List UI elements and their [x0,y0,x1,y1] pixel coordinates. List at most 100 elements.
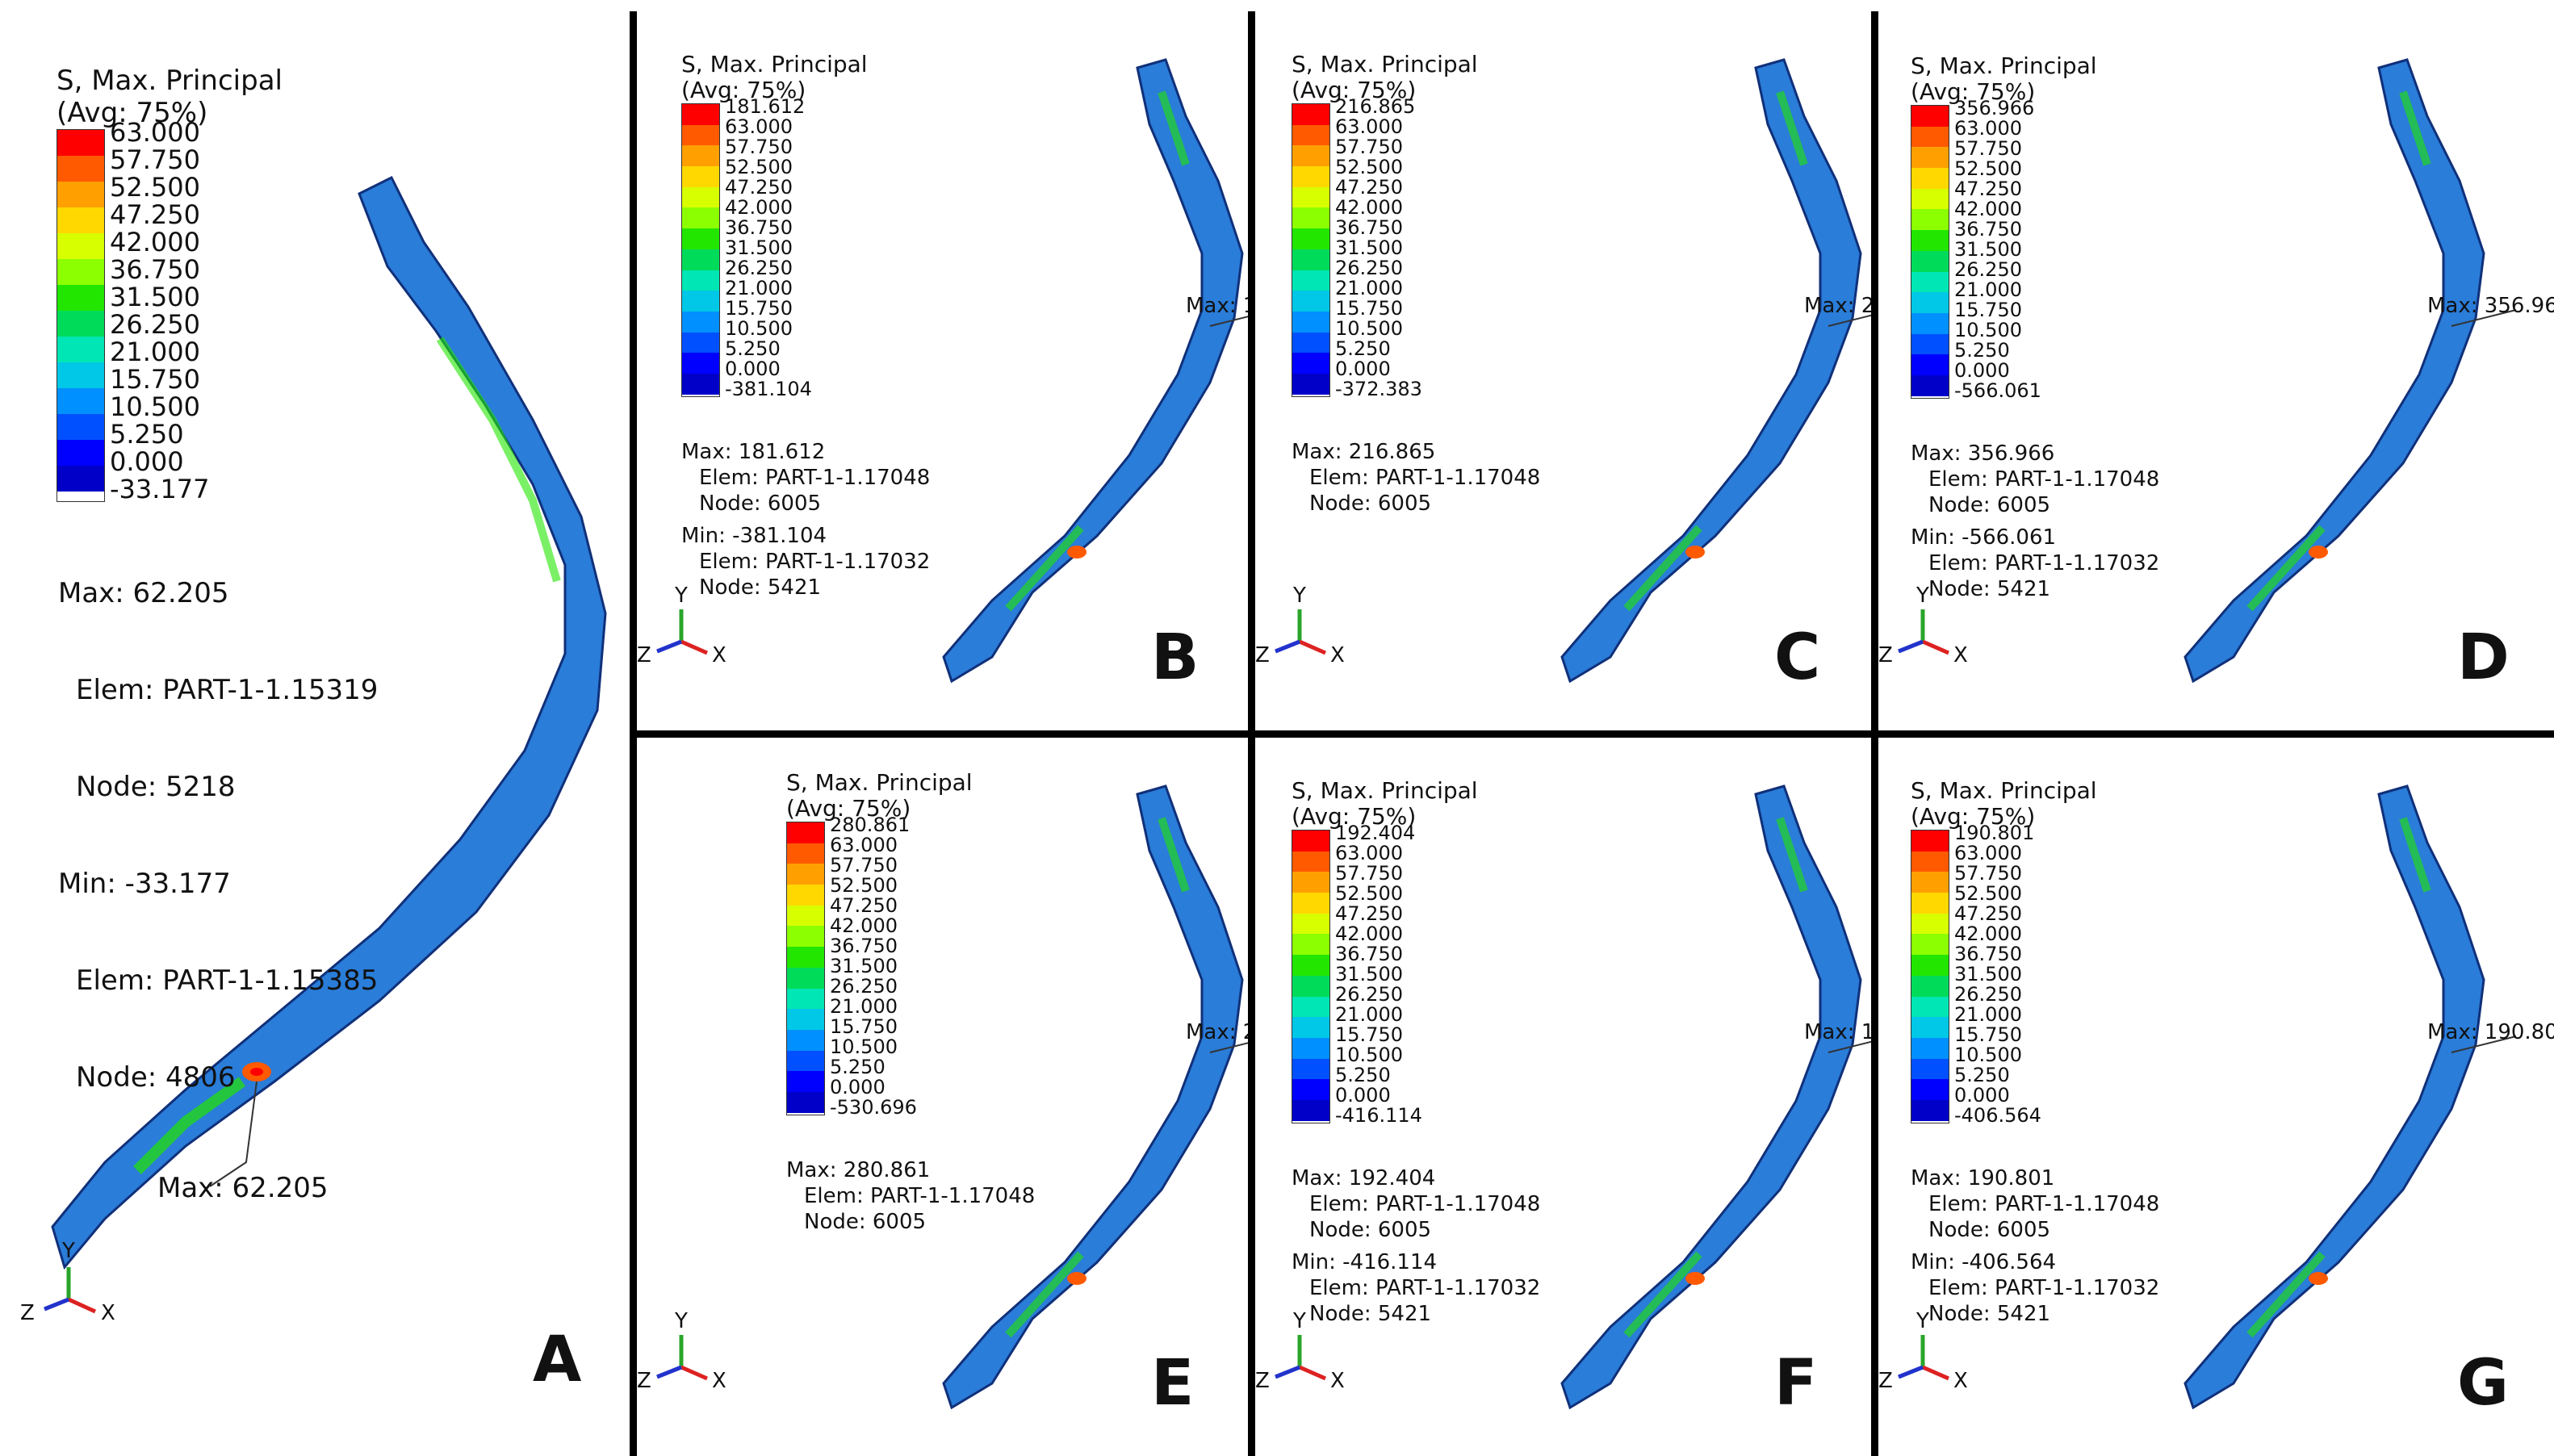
legend-value: 42.000 [110,227,200,257]
legend-title: S, Max. Principal [1911,777,2097,804]
panel-g: Y X Z Max: 190.801 S, Max. Principal(Avg: 75… [1878,738,2554,1456]
max-callout: Max: 356.966 [2427,294,2554,318]
max-node: Node: 5218 [76,771,236,803]
extremes-info: Max: 216.865 Elem: PART-1-1.17048 Node: 60… [1292,439,1540,517]
legend-subtitle: (Avg: 75%) [1911,78,2036,105]
min-elem: Elem: PART-1-1.15385 [76,964,379,997]
extremes-info: Max: 356.966 Elem: PART-1-1.17048 Node: 60… [1911,441,2159,602]
legend-value: 5.250 [1335,1064,1391,1086]
legend-value: 21.000 [110,337,200,367]
max-callout: Max: 181.612 [1186,294,1248,318]
panel-letter: D [2457,621,2510,694]
legend-subtitle: (Avg: 75%) [786,795,911,822]
extremes-info: Max: 181.612 Elem: PART-1-1.17048 Node: 60… [681,439,930,600]
legend-value: 42.000 [1954,923,2022,945]
legend-values: 63.000 57.750 52.500 47.250 42.000 36.750 31.5… [110,119,210,502]
legend-value: 0.000 [1335,358,1391,380]
legend-value: 52.500 [110,172,200,203]
min-line: Min: -33.177 [58,868,231,900]
legend-value: 10.500 [830,1036,898,1058]
max-node: Node: 6005 [1309,1218,1432,1242]
panel-d: Y X Z Max: 356.966 S, Max. Principal(Avg: 75… [1878,11,2554,730]
max-line: Max: 216.865 [1292,440,1436,464]
legend-value: 31.500 [110,282,200,312]
max-elem: Elem: PART-1-1.17048 [1309,466,1541,490]
legend-values: 192.404 63.000 57.750 52.500 47.250 42.000 36.… [1335,822,1422,1127]
extremes-info: Max: 190.801 Elem: PART-1-1.17048 Node: 60… [1911,1165,2159,1327]
legend-value: -406.564 [1954,1104,2041,1127]
legend-value: 63.000 [1954,117,2022,140]
axis-x-label: X [101,1301,115,1325]
axis-x-label: X [1330,1369,1345,1393]
legend-value: -416.114 [1335,1104,1422,1127]
legend-value: 192.404 [1335,822,1416,844]
axis-y-label: Y [1293,584,1306,608]
legend-value: 57.750 [1954,137,2022,160]
legend-value: 36.750 [830,935,898,957]
separator-horizontal [630,730,2554,738]
axis-x-label: X [1330,643,1345,667]
legend-value: 5.250 [1954,339,2010,362]
legend-value: 5.250 [830,1056,886,1078]
legend-value: 52.500 [830,874,898,897]
legend-title: S, Max. Principal [1292,777,1478,804]
legend-value: 42.000 [1954,198,2022,220]
axis-x-label: X [1953,1369,1968,1393]
max-node: Node: 6005 [1928,1218,2051,1242]
legend-value: 36.750 [1335,216,1403,239]
legend-title: S, Max. Principal [786,769,973,796]
legend-value: 0.000 [1335,1084,1391,1107]
axis-y-label: Y [1916,584,1929,608]
max-elem: Elem: PART-1-1.17048 [1928,1192,2160,1216]
legend-value: 63.000 [110,117,200,148]
axis-y-label: Y [1916,1309,1929,1333]
legend-value: 21.000 [830,995,898,1018]
legend-value: 0.000 [1954,1084,2010,1107]
max-line: Max: 356.966 [1911,441,2055,466]
color-bar [1292,830,1330,1123]
legend-value: 10.500 [110,391,200,422]
color-bar [1292,103,1330,397]
min-line: Min: -416.114 [1292,1250,1438,1274]
legend-value: 31.500 [1335,963,1403,985]
legend-value: 21.000 [1335,1003,1403,1026]
legend-subtitle: (Avg: 75%) [681,77,806,103]
min-node: Node: 5421 [699,575,822,600]
legend-title: S, Max. Principal [1911,52,2097,79]
legend-subtitle: (Avg: 75%) [1292,77,1417,103]
legend-value: 10.500 [1954,319,2022,341]
legend-value: 5.250 [1954,1064,2010,1086]
axis-triad [44,1267,97,1314]
legend-value: 26.250 [110,309,200,340]
legend-value: 15.750 [1954,1023,2022,1046]
max-line: Max: 62.205 [58,577,229,609]
legend-value: 31.500 [1954,963,2022,985]
vessel-model [656,58,1248,684]
legend-value: 52.500 [1954,882,2022,905]
legend-value: -372.383 [1335,378,1422,400]
legend-values: 181.612 63.000 57.750 52.500 47.250 42.000 36.… [725,97,812,400]
legend-value: 57.750 [1335,862,1403,885]
legend-value: -530.696 [830,1096,917,1119]
vessel-model [1275,784,1871,1410]
vessel-model [1898,784,2517,1410]
max-callout: Max: 280.861 [1186,1020,1248,1044]
legend-value: 47.250 [110,199,200,230]
legend-values: 190.801 63.000 57.750 52.500 47.250 42.000 36.… [1954,823,2041,1127]
legend-value: 10.500 [1954,1044,2022,1066]
extremes-info: Max: 280.861 Elem: PART-1-1.17048 Node: 60… [786,1157,1035,1235]
legend-value: 47.250 [1954,178,2022,200]
max-elem: Elem: PART-1-1.17048 [1928,467,2160,492]
max-callout: Max: 216.865 [1804,294,1871,318]
legend-value: 42.000 [1335,196,1403,219]
legend-value: 26.250 [830,975,898,998]
legend-subtitle: (Avg: 75%) [57,97,208,129]
legend-value: 26.250 [725,257,793,279]
legend-value: 42.000 [1335,923,1403,945]
min-node: Node: 5421 [1928,1302,2051,1326]
legend-value: 47.250 [725,176,793,199]
legend-value: -381.104 [725,378,812,400]
extremes-info: Max: 62.205 Elem: PART-1-1.15319 Node: 5… [58,513,378,1158]
max-node: Node: 6005 [699,492,822,516]
axis-z-label: Z [1878,1369,1893,1393]
